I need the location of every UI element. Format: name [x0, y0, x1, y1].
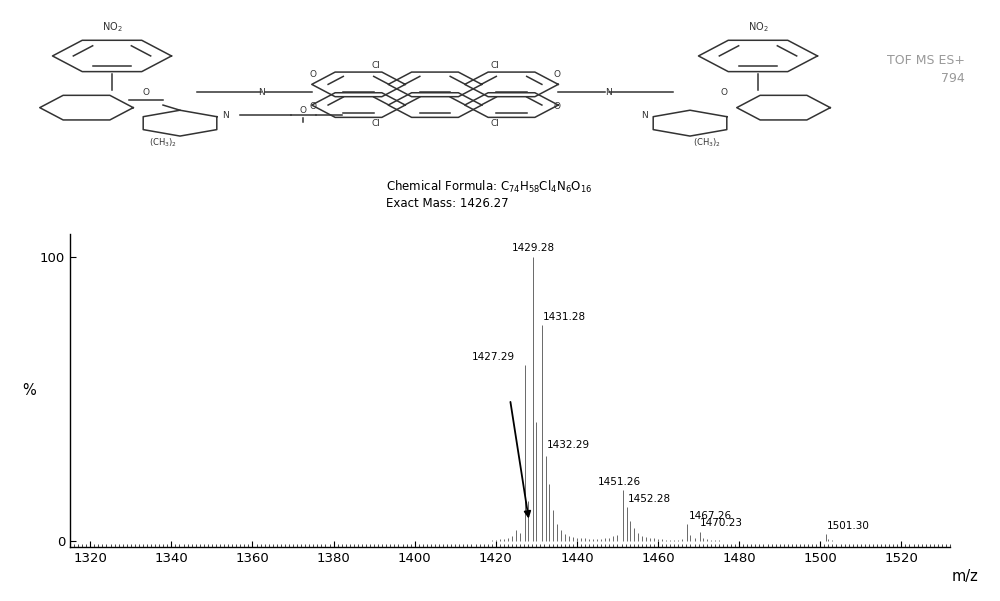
- Text: O: O: [143, 88, 150, 97]
- Text: O: O: [720, 88, 728, 97]
- Text: O: O: [554, 70, 561, 79]
- Text: O: O: [309, 102, 316, 111]
- Text: O: O: [309, 70, 316, 79]
- Text: Cl: Cl: [490, 119, 499, 128]
- Text: NO$_2$: NO$_2$: [102, 20, 122, 34]
- Text: N: N: [222, 111, 229, 120]
- Text: m/z: m/z: [952, 569, 979, 584]
- Text: 1451.26: 1451.26: [598, 477, 641, 487]
- Text: N: N: [258, 88, 265, 97]
- Text: 1452.28: 1452.28: [628, 494, 671, 504]
- Text: N: N: [605, 88, 612, 97]
- Text: NO$_2$: NO$_2$: [748, 20, 768, 34]
- Text: Cl: Cl: [490, 61, 499, 70]
- Text: 1427.29: 1427.29: [472, 352, 515, 362]
- Text: Cl: Cl: [371, 61, 380, 70]
- Text: Cl: Cl: [371, 119, 380, 128]
- Text: Chemical Formula: $\mathregular{C_{74}H_{58}Cl_4N_6O_{16}}$: Chemical Formula: $\mathregular{C_{74}H_…: [386, 179, 592, 195]
- Text: 1429.28: 1429.28: [512, 243, 555, 253]
- Y-axis label: %: %: [22, 383, 36, 398]
- Text: 1467.26: 1467.26: [688, 511, 732, 521]
- Text: 1432.29: 1432.29: [547, 441, 590, 450]
- Text: N: N: [641, 111, 648, 120]
- Text: TOF MS ES+: TOF MS ES+: [887, 54, 965, 67]
- Text: O: O: [554, 102, 561, 111]
- Text: (CH$_3$)$_2$: (CH$_3$)$_2$: [149, 136, 177, 148]
- Text: (CH$_3$)$_2$: (CH$_3$)$_2$: [693, 136, 721, 148]
- Text: Exact Mass: 1426.27: Exact Mass: 1426.27: [386, 197, 509, 210]
- Text: O: O: [300, 106, 307, 115]
- Text: 1431.28: 1431.28: [542, 313, 586, 323]
- Text: 794: 794: [941, 72, 965, 85]
- Text: 1501.30: 1501.30: [826, 521, 869, 531]
- Text: 1470.23: 1470.23: [700, 519, 743, 528]
